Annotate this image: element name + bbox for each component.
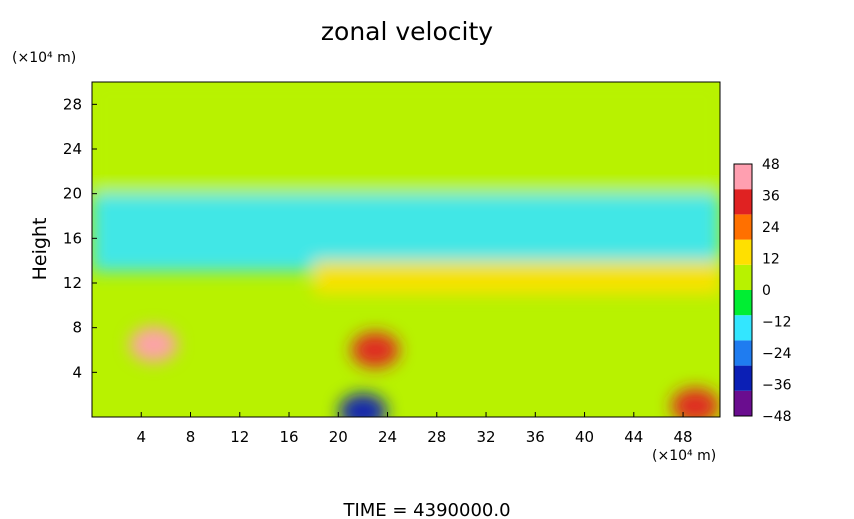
- colorbar-band: [734, 214, 752, 240]
- colorbar-label: −24: [762, 346, 792, 362]
- field-region: [92, 82, 720, 194]
- x-tick-label: 8: [186, 428, 196, 446]
- field-extremum: [351, 332, 400, 368]
- colorbar-band: [734, 290, 752, 316]
- y-tick-label: 28: [63, 95, 82, 113]
- x-tick-label: 44: [624, 428, 643, 446]
- colorbar-band: [734, 340, 752, 366]
- y-tick-label: 24: [63, 140, 82, 158]
- colorbar-band: [734, 164, 752, 190]
- colorbar-label: 12: [762, 252, 780, 268]
- x-axis: 4 8 12 16 20 24 28 32 36 40 44 48: [136, 412, 693, 446]
- field-extremum: [671, 387, 720, 417]
- field-region: [92, 193, 720, 272]
- field-extremum: [129, 326, 178, 363]
- x-tick-label: 36: [526, 428, 545, 446]
- x-tick-label: 12: [230, 428, 249, 446]
- colorbar-label: 0: [762, 283, 771, 299]
- y-tick-label: 20: [63, 185, 82, 203]
- y-axis: 4 8 12 16 20 24 28: [63, 95, 97, 381]
- colorbar-band: [734, 189, 752, 215]
- field-extremum: [338, 393, 387, 417]
- colorbar-label: −12: [762, 315, 792, 331]
- y-unit-label: (×10⁴ m): [12, 50, 76, 66]
- field-features: [92, 82, 720, 417]
- x-tick-label: 28: [427, 428, 446, 446]
- colorbar-band: [734, 264, 752, 290]
- x-tick-label: 16: [279, 428, 298, 446]
- colorbar-band: [734, 390, 752, 416]
- colorbar-band: [734, 239, 752, 265]
- y-tick-label: 16: [63, 229, 82, 247]
- x-tick-label: 32: [476, 428, 495, 446]
- time-label: TIME = 4390000.0: [342, 500, 510, 519]
- x-unit-label: (×10⁴ m): [652, 448, 716, 464]
- x-tick-label: 48: [674, 428, 693, 446]
- y-tick-label: 12: [63, 274, 82, 292]
- chart-title: zonal velocity: [321, 17, 493, 46]
- colorbar-label: 48: [762, 157, 780, 173]
- colorbar: 48 36 24 12 0 −12 −24 −36 −48: [733, 157, 792, 425]
- colorbar-label: 24: [762, 220, 780, 236]
- plot-frame: [91, 81, 721, 418]
- x-tick-label: 20: [329, 428, 348, 446]
- y-axis-label: Height: [29, 218, 51, 281]
- field-region: [313, 260, 720, 295]
- x-tick-label: 4: [136, 428, 146, 446]
- x-tick-label: 40: [575, 428, 594, 446]
- colorbar-label: −48: [762, 409, 792, 425]
- colorbar-band: [734, 365, 752, 391]
- x-tick-label: 24: [378, 428, 397, 446]
- colorbar-label: 36: [762, 189, 780, 205]
- colorbar-band: [734, 315, 752, 341]
- y-tick-label: 8: [72, 319, 82, 337]
- colorbar-label: −36: [762, 378, 792, 394]
- y-tick-label: 4: [72, 363, 82, 381]
- heatmap-field: [92, 82, 720, 417]
- colorbar-frame: [733, 163, 753, 417]
